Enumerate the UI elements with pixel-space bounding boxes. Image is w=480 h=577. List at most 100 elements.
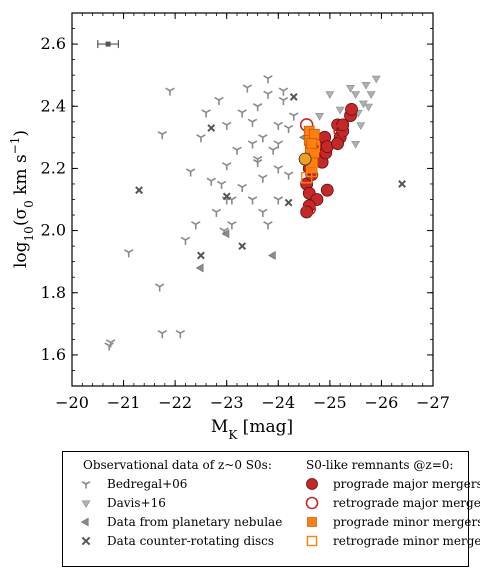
legend-label: prograde major mergers [333, 477, 480, 491]
data-point [201, 109, 211, 118]
x-axis-title: MK [mag] [211, 417, 293, 442]
data-point [263, 90, 273, 99]
y-tick-label: 2.2 [41, 158, 66, 177]
data-point [298, 152, 312, 166]
legend-item-davis: Davis+16 [73, 494, 166, 512]
data-point [306, 138, 318, 149]
data-point [211, 208, 222, 217]
error-bar [97, 40, 120, 49]
x-tick-label: −20 [55, 393, 89, 412]
open-square-marker-icon [306, 535, 318, 547]
tri-marker-icon [81, 481, 91, 489]
data-point [289, 93, 298, 101]
data-point [221, 162, 232, 171]
data-point [196, 134, 206, 143]
x-tick-label: −23 [210, 393, 244, 412]
data-point [232, 146, 242, 155]
legend-label: prograde minor mergers [333, 515, 480, 529]
data-point [351, 141, 361, 149]
data-point [335, 106, 345, 115]
legend-item-retrograde-minor: retrograde minor mergers [299, 532, 480, 550]
legend-item-counter-rotating: Data counter-rotating discs [73, 532, 274, 550]
data-point [165, 87, 175, 96]
data-point [247, 118, 258, 127]
data-point [247, 140, 258, 149]
data-point [284, 198, 293, 207]
data-point [345, 102, 358, 116]
filled-circle-marker-icon [306, 478, 318, 490]
data-point [366, 91, 376, 99]
legend-item-retrograde-major: retrograde major mergers [299, 494, 480, 512]
legend-label: Bedregal+06 [107, 477, 188, 491]
x-marker-icon [81, 536, 91, 546]
data-point [242, 84, 253, 93]
legend-item-prograde-minor: prograde minor mergers [299, 513, 480, 531]
data-point [247, 196, 258, 205]
data-point [273, 165, 284, 174]
data-point [206, 177, 216, 186]
y-tick-label: 2.0 [41, 221, 66, 240]
x-tick-label: −21 [107, 393, 141, 412]
data-point [263, 221, 273, 230]
data-point [268, 146, 278, 155]
data-point [191, 221, 201, 230]
data-point [214, 96, 224, 106]
y-tick-label: 1.8 [41, 283, 66, 302]
data-point [222, 192, 231, 201]
data-point [283, 124, 294, 134]
legend-left-title: Observational data of z~0 S0s: [83, 458, 272, 472]
legend: Observational data of z~0 S0s: S0-like r… [62, 451, 480, 567]
legend-item-prograde-major: prograde major mergers [299, 475, 480, 493]
data-point [227, 221, 237, 230]
data-point [278, 87, 289, 96]
legend-item-planetary-nebulae: Data from planetary nebulae [73, 513, 282, 531]
x-tick-label: −24 [261, 393, 295, 412]
data-point [325, 91, 335, 99]
data-point [237, 109, 247, 118]
tri-left-marker-icon [80, 517, 89, 527]
data-point [398, 180, 406, 188]
x-tick-label: −25 [313, 393, 347, 412]
data-point [306, 165, 318, 178]
data-point [315, 113, 324, 121]
tri-down-marker-icon [81, 500, 91, 509]
data-point [273, 196, 284, 205]
data-point [273, 121, 284, 130]
x-tick-label: −27 [416, 393, 450, 412]
y-tick-label: 1.6 [41, 345, 66, 364]
data-point [346, 85, 355, 93]
data-point [197, 251, 205, 260]
data-point [333, 124, 347, 138]
legend-label: retrograde major mergers [333, 496, 480, 510]
x-tick-label: −22 [158, 393, 192, 412]
data-point [195, 263, 204, 273]
plot-marks [97, 40, 406, 351]
data-point [185, 168, 196, 177]
data-point [104, 342, 114, 351]
data-point [273, 140, 284, 149]
data-point [135, 186, 143, 195]
data-point [258, 174, 268, 183]
data-point [308, 140, 321, 153]
y-axis-title: log10(σ0 km s−1) [8, 130, 36, 268]
data-point [207, 124, 216, 132]
legend-label: retrograde minor mergers [333, 534, 480, 548]
legend-label: Davis+16 [107, 496, 166, 510]
data-point [154, 283, 165, 292]
data-point [289, 112, 299, 121]
legend-label: Data counter-rotating discs [107, 534, 275, 548]
legend-item-bedregal: Bedregal+06 [73, 475, 187, 493]
data-point [252, 155, 263, 165]
data-point [364, 103, 373, 112]
data-point [237, 183, 247, 193]
data-point [268, 251, 276, 260]
legend-label: Data from planetary nebulae [107, 515, 283, 529]
data-point [258, 134, 268, 143]
data-point [221, 121, 232, 130]
data-point [263, 75, 273, 84]
data-point [278, 96, 289, 106]
legend-right-title: S0-like remnants @z=0: [306, 458, 454, 472]
plot-axes: −20 −21 −22 −23 −24 −25 −26 −27 1.6 1.8 2.0 2.2 2.4 2… [41, 12, 450, 412]
data-point [216, 180, 227, 189]
data-point [123, 249, 134, 258]
